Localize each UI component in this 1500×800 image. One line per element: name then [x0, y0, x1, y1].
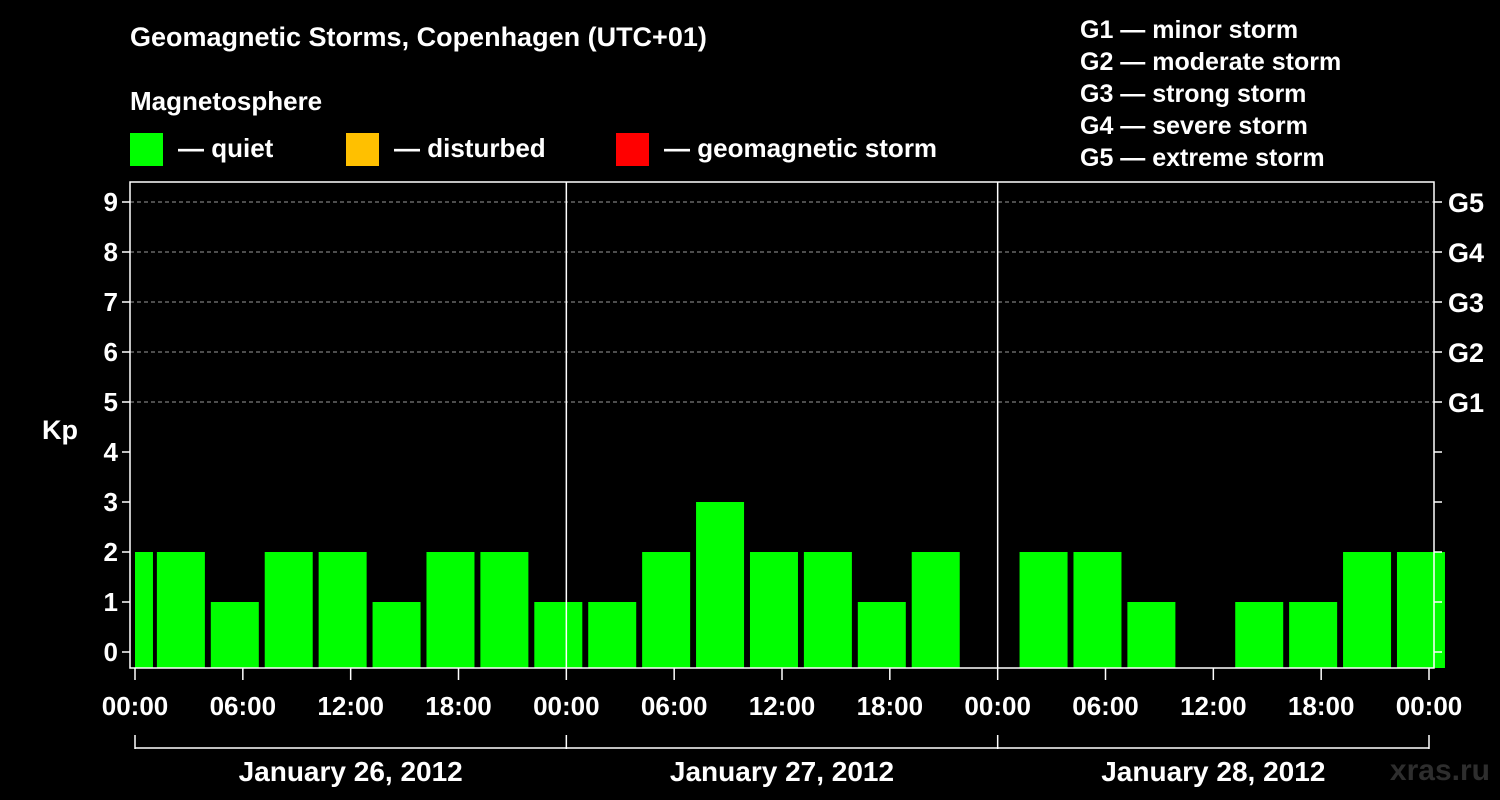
g-scale-item-g1: G1 — minor storm	[1080, 16, 1299, 44]
y-tick-label-5: 5	[104, 387, 118, 417]
g-tick-label-g5: G5	[1448, 188, 1484, 218]
day-label-0: January 26, 2012	[239, 756, 463, 787]
legend-swatch-storm	[616, 133, 649, 166]
kp-bar-0	[135, 552, 153, 668]
x-tick-label-1: 06:00	[210, 691, 277, 721]
kp-bar-14	[857, 602, 906, 668]
kp-bar-10	[642, 552, 691, 668]
kp-bar-8	[534, 602, 583, 668]
legend-item-storm: — geomagnetic storm	[616, 133, 956, 167]
g-scale-item-g2: G2 — moderate storm	[1080, 48, 1342, 76]
y-tick-label-9: 9	[104, 187, 118, 217]
x-tick-label-9: 06:00	[1072, 691, 1139, 721]
credit-watermark: xras.ru	[1389, 754, 1490, 787]
kp-bar-11	[696, 502, 745, 668]
kp-bar-13	[803, 552, 852, 668]
g-tick-label-g2: G2	[1448, 338, 1484, 368]
x-tick-label-2: 12:00	[317, 691, 384, 721]
x-tick-label-3: 18:00	[425, 691, 492, 721]
g-tick-label-g4: G4	[1448, 238, 1484, 268]
kp-bar-21	[1235, 602, 1284, 668]
kp-bar-6	[426, 552, 475, 668]
x-tick-label-0: 00:00	[102, 691, 169, 721]
y-axis-label: Kp	[42, 415, 78, 445]
legend-item-quiet: — quiet	[130, 133, 330, 167]
x-tick-label-6: 12:00	[749, 691, 816, 721]
legend-item-disturbed: — disturbed	[346, 133, 586, 167]
kp-bar-23	[1343, 552, 1392, 668]
y-tick-label-2: 2	[104, 537, 118, 567]
legend-swatch-quiet	[130, 133, 163, 166]
kp-bar-17	[1019, 552, 1068, 668]
legend-label-disturbed: — disturbed	[394, 133, 546, 163]
kp-bar-9	[588, 602, 637, 668]
chart-title: Geomagnetic Storms, Copenhagen (UTC+01)	[130, 22, 707, 52]
kp-bar-19	[1127, 602, 1176, 668]
y-tick-label-7: 7	[104, 287, 118, 317]
y-tick-label-0: 0	[104, 637, 118, 667]
y-tick-label-8: 8	[104, 237, 118, 267]
legend-swatch-disturbed	[346, 133, 379, 166]
kp-bar-24	[1396, 552, 1445, 668]
g-scale-item-g4: G4 — severe storm	[1080, 112, 1308, 140]
legend-label-storm: — geomagnetic storm	[664, 133, 938, 163]
day-label-1: January 27, 2012	[670, 756, 894, 787]
day-label-2: January 28, 2012	[1101, 756, 1325, 787]
x-tick-label-11: 18:00	[1288, 691, 1355, 721]
y-tick-label-3: 3	[104, 487, 118, 517]
g-scale-item-g5: G5 — extreme storm	[1080, 144, 1325, 172]
kp-bar-12	[749, 552, 798, 668]
kp-bar-3	[264, 552, 313, 668]
kp-bar-15	[911, 552, 960, 668]
chart-subtitle: Magnetosphere	[130, 86, 323, 116]
g-tick-label-g3: G3	[1448, 288, 1484, 318]
g-scale-legend: G1 — minor storm G2 — moderate storm G3 …	[1080, 14, 1341, 174]
g-tick-label-g1: G1	[1448, 388, 1484, 418]
y-tick-label-4: 4	[104, 437, 119, 467]
kp-bar-7	[480, 552, 529, 668]
kp-bar-4	[318, 552, 367, 668]
x-tick-label-5: 06:00	[641, 691, 708, 721]
x-tick-label-7: 18:00	[857, 691, 924, 721]
kp-bar-18	[1073, 552, 1122, 668]
x-tick-label-10: 12:00	[1180, 691, 1247, 721]
g-scale-item-g3: G3 — strong storm	[1080, 80, 1307, 108]
x-tick-label-8: 00:00	[964, 691, 1031, 721]
y-tick-label-1: 1	[104, 587, 118, 617]
kp-bar-2	[210, 602, 259, 668]
y-tick-label-6: 6	[104, 337, 118, 367]
x-tick-label-12: 00:00	[1396, 691, 1463, 721]
legend-label-quiet: — quiet	[178, 133, 274, 163]
kp-bar-5	[372, 602, 421, 668]
kp-bar-22	[1289, 602, 1338, 668]
x-tick-label-4: 00:00	[533, 691, 600, 721]
kp-bar-1	[156, 552, 205, 668]
